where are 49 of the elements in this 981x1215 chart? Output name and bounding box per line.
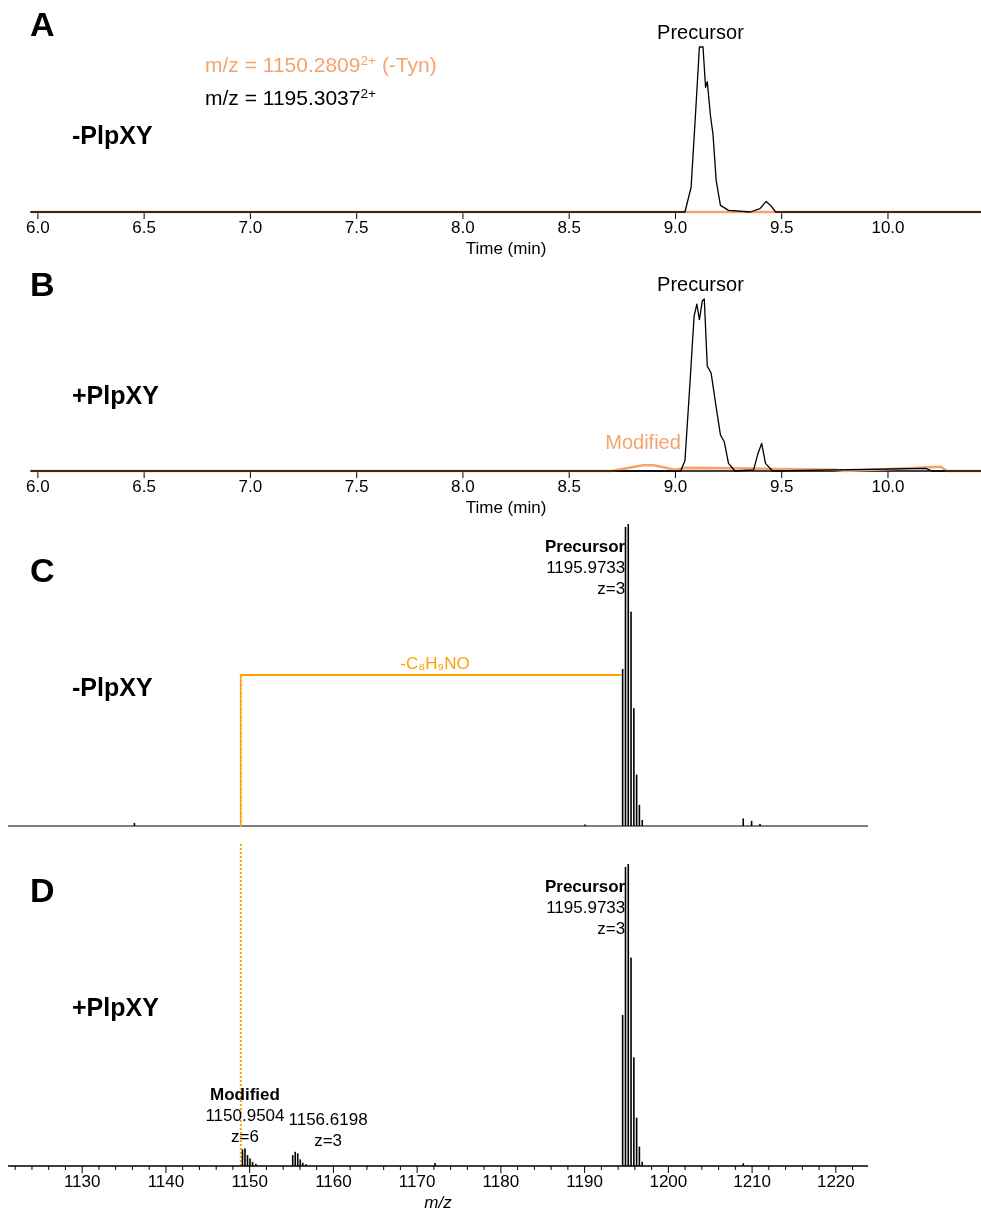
- x-tick-label: 1220: [816, 1172, 855, 1192]
- x-tick-label: 9.5: [769, 218, 794, 238]
- x-tick-label: 9.5: [769, 477, 794, 497]
- x-tick-label: 9.0: [663, 477, 688, 497]
- x-tick-label: 7.0: [238, 477, 263, 497]
- x-tick-label: 8.0: [451, 477, 475, 497]
- annotation: 1156.6198 z=3: [288, 1109, 368, 1150]
- x-tick-label: 1160: [315, 1172, 352, 1192]
- annotation: -C₈H₉NO: [400, 654, 470, 673]
- x-tick-label: 6.0: [26, 477, 50, 497]
- x-tick-label: 8.0: [451, 218, 475, 238]
- text: C: [30, 551, 55, 589]
- x-tick-label: 6.0: [26, 218, 50, 238]
- x-tick-label: 10.0: [871, 218, 905, 238]
- text: m/z = 1195.3037$^{2+}$: [205, 85, 377, 109]
- x-axis-title: Time (min): [465, 239, 547, 258]
- x-tick-label: 7.5: [344, 477, 369, 497]
- chart-title: B: [30, 265, 55, 303]
- x-tick-label: 1170: [398, 1172, 436, 1192]
- x-tick-label: 6.5: [132, 477, 156, 497]
- annotation: Precursor: [657, 273, 745, 295]
- annotation: Modified 1150.9504 z=6: [205, 1085, 285, 1147]
- x-tick-label: 7.0: [238, 218, 263, 238]
- annotation: -PlpXY: [72, 121, 153, 149]
- x-tick-label: 1150: [231, 1172, 268, 1192]
- x-tick-label: 1200: [649, 1172, 688, 1192]
- chart-title: A: [30, 5, 55, 43]
- x-tick-label: 1190: [566, 1172, 603, 1192]
- annotation: Precursor: [657, 21, 745, 43]
- annotation: +PlpXY: [72, 381, 160, 409]
- x-tick-label: 8.5: [557, 477, 582, 497]
- x-tick-label: 1130: [63, 1172, 101, 1192]
- annotation: Modified: [605, 431, 681, 454]
- x-tick-label: 6.5: [132, 218, 156, 238]
- x-axis-title: Time (min): [465, 498, 547, 517]
- annotation: Precursor 1195.9733 z=3: [544, 537, 626, 598]
- x-tick-label: 1210: [733, 1172, 772, 1192]
- annotation: Precursor 1195.9733 z=3: [544, 877, 626, 938]
- x-tick-label: 1140: [147, 1172, 185, 1192]
- x-tick-label: 9.0: [663, 218, 688, 238]
- x-tick-label: 1180: [482, 1172, 520, 1192]
- annotation: -PlpXY: [72, 673, 153, 701]
- x-tick-label: 8.5: [557, 218, 582, 238]
- chart-title: D: [30, 871, 55, 909]
- x-tick-label: 10.0: [871, 477, 905, 497]
- annotation: +PlpXY: [72, 993, 160, 1021]
- x-axis-title: m/z: [424, 1193, 453, 1212]
- text: m/z = 1150.2809$^{2+}$ (-Tyn): [205, 52, 437, 76]
- x-tick-label: 7.5: [344, 218, 369, 238]
